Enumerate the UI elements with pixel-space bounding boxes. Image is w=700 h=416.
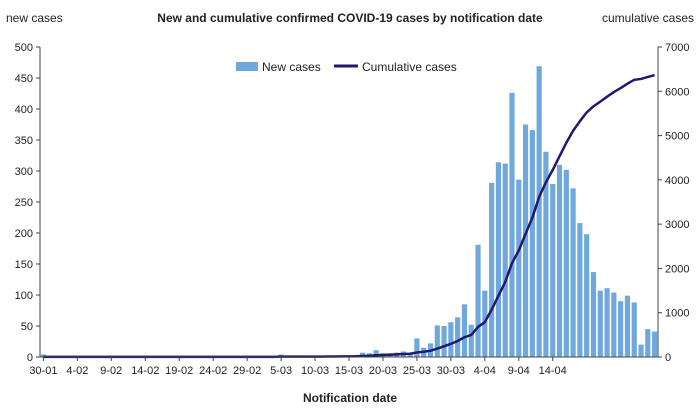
- left-tick-label: 500: [15, 42, 33, 54]
- bar: [631, 302, 637, 357]
- bar: [529, 130, 535, 357]
- x-tick-label: 9-04: [508, 365, 530, 377]
- bar: [522, 124, 529, 357]
- legend-bar-swatch: [236, 62, 258, 71]
- bar: [468, 324, 474, 357]
- left-tick-label: 150: [15, 259, 33, 271]
- bar: [516, 179, 522, 357]
- left-tick-label: 350: [15, 135, 33, 147]
- bar: [40, 354, 46, 357]
- legend-line-label: Cumulative cases: [362, 60, 457, 74]
- bar: [475, 244, 481, 357]
- bar: [441, 326, 447, 357]
- bar: [556, 164, 563, 357]
- bar: [373, 350, 379, 357]
- left-tick-label: 450: [15, 73, 33, 85]
- left-tick-label: 100: [15, 290, 33, 302]
- bar: [461, 304, 468, 357]
- x-tick-label: 14-02: [131, 365, 159, 377]
- right-tick-label: 5000: [665, 131, 689, 143]
- legend-bar-label: New cases: [262, 60, 321, 74]
- x-tick-label: 4-04: [474, 365, 496, 377]
- x-tick-label: 15-03: [335, 365, 363, 377]
- line-series: [43, 73, 655, 359]
- right-tick-label: 1000: [665, 308, 689, 320]
- bar: [495, 162, 501, 357]
- bar: [590, 272, 597, 357]
- bar: [563, 169, 569, 357]
- left-tick-label: 300: [15, 166, 33, 178]
- bar: [502, 163, 508, 357]
- left-tick-label: 400: [15, 104, 33, 116]
- x-tick-label: 9-02: [100, 365, 122, 377]
- right-tick-label: 0: [665, 352, 671, 364]
- x-tick-label: 25-03: [403, 365, 431, 377]
- right-tick-label: 2000: [665, 263, 689, 275]
- left-tick-label: 0: [27, 352, 33, 364]
- cumulative-line: [43, 73, 655, 359]
- bar: [509, 92, 515, 357]
- bar: [584, 234, 590, 357]
- tick-labels: 0501001502002503003504004505000100020003…: [15, 42, 690, 377]
- bar: [414, 338, 420, 357]
- right-axis-title: cumulative cases: [602, 11, 694, 25]
- x-tick-label: 19-02: [165, 365, 193, 377]
- bar: [407, 353, 413, 357]
- x-tick-label: 14-04: [539, 365, 567, 377]
- bar: [638, 344, 644, 357]
- bar: [652, 331, 658, 357]
- chart-title: New and cumulative confirmed COVID-19 ca…: [157, 11, 543, 25]
- x-tick-label: 29-02: [233, 365, 261, 377]
- bar: [489, 182, 495, 357]
- bar: [455, 317, 461, 357]
- axes: [36, 46, 662, 361]
- x-tick-label: 30-01: [29, 365, 57, 377]
- bar: [624, 295, 631, 357]
- bar: [597, 290, 603, 357]
- bar: [645, 329, 651, 357]
- x-tick-label: 10-03: [301, 365, 329, 377]
- bar: [618, 301, 624, 357]
- bar: [434, 325, 440, 357]
- x-tick-label: 5-03: [270, 365, 292, 377]
- x-tick-label: 24-02: [199, 365, 227, 377]
- bar: [577, 223, 583, 357]
- right-tick-label: 3000: [665, 219, 689, 231]
- x-tick-label: 4-02: [66, 365, 88, 377]
- bar-series: [40, 66, 658, 357]
- right-tick-label: 7000: [665, 42, 689, 54]
- bar: [482, 290, 488, 357]
- bar: [550, 184, 556, 357]
- right-tick-label: 6000: [665, 86, 689, 98]
- x-tick-label: 20-03: [369, 365, 397, 377]
- legend: New cases Cumulative cases: [236, 60, 457, 74]
- bar: [536, 66, 542, 357]
- bar: [448, 322, 454, 357]
- left-tick-label: 200: [15, 228, 33, 240]
- x-tick-label: 30-03: [437, 365, 465, 377]
- bar: [604, 288, 610, 357]
- bar: [570, 188, 576, 357]
- right-tick-label: 4000: [665, 175, 689, 187]
- left-tick-label: 250: [15, 197, 33, 209]
- left-tick-label: 50: [21, 321, 33, 333]
- x-axis-title: Notification date: [303, 391, 397, 405]
- bar: [611, 292, 617, 357]
- bar: [543, 151, 549, 357]
- left-axis-title: new cases: [6, 11, 63, 25]
